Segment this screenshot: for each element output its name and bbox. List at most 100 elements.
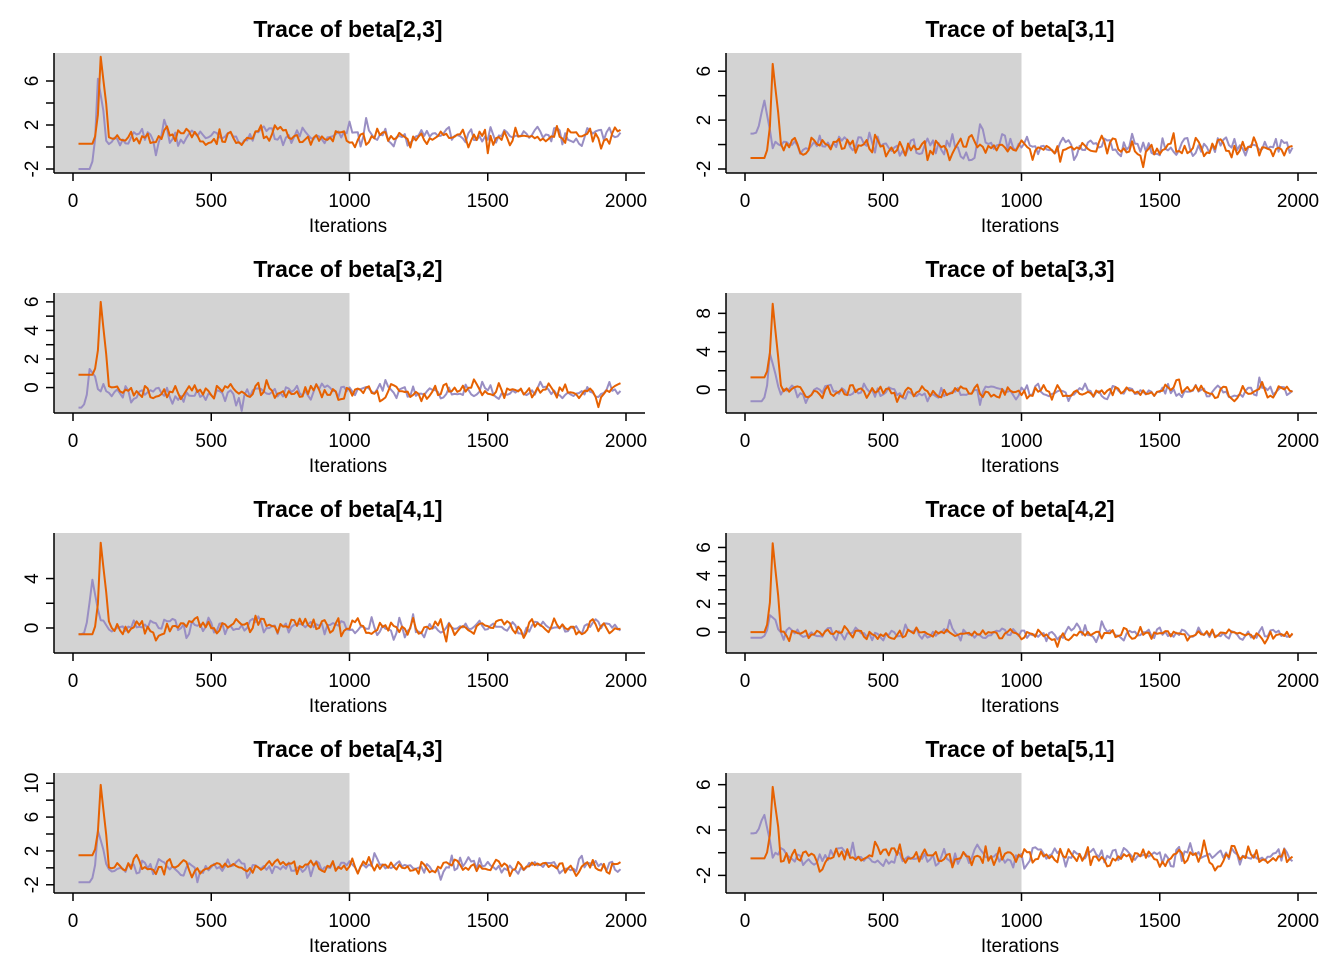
- x-tick-label: 500: [867, 191, 899, 212]
- x-tick-label: 500: [867, 671, 899, 692]
- trace-chart-svg: 0 500 1000 1500 2000 0 2 4 6 Trace of beta[3,2] It…: [22, 256, 647, 477]
- x-tick-label: 1500: [467, 431, 509, 452]
- y-tick-label: 2: [694, 825, 715, 836]
- x-tick-label: 0: [68, 431, 79, 452]
- trace-panel-3: 0 500 1000 1500 2000 0 4 8 Trace of beta[3,3] Ite…: [672, 240, 1344, 480]
- burnin-region: [726, 773, 1022, 893]
- y-tick-label: -2: [22, 876, 43, 893]
- trace-panel-6: 0 500 1000 1500 2000 -2 2 6 10 Trace of beta[4,3]…: [0, 720, 672, 960]
- x-tick-label: 1000: [1000, 431, 1042, 452]
- x-tick-label: 1000: [1000, 191, 1042, 212]
- x-tick-label: 1500: [1139, 671, 1181, 692]
- x-axis-label: Iterations: [309, 456, 387, 477]
- trace-chart-svg: 0 500 1000 1500 2000 -2 2 6 10 Trace of beta[4,3]…: [22, 736, 647, 957]
- y-tick-label: 6: [694, 542, 715, 553]
- x-tick-label: 1500: [467, 191, 509, 212]
- x-axis-label: Iterations: [981, 216, 1059, 237]
- y-tick-label: 8: [694, 308, 715, 319]
- x-tick-label: 500: [195, 671, 227, 692]
- x-tick-label: 1000: [1000, 911, 1042, 932]
- trace-chart-svg: 0 500 1000 1500 2000 0 4 8 Trace of beta[3,3] Ite…: [694, 256, 1319, 477]
- y-tick-label: 2: [22, 846, 43, 857]
- x-tick-label: 0: [68, 671, 79, 692]
- x-tick-label: 1000: [1000, 671, 1042, 692]
- x-tick-label: 500: [195, 431, 227, 452]
- y-tick-label: -2: [694, 867, 715, 884]
- chart-title: Trace of beta[3,1]: [925, 16, 1114, 42]
- y-tick-label: 4: [694, 570, 715, 581]
- x-tick-label: 2000: [1277, 431, 1319, 452]
- x-tick-label: 1500: [1139, 191, 1181, 212]
- trace-panel-2: 0 500 1000 1500 2000 0 2 4 6 Trace of beta[3,2] It…: [0, 240, 672, 480]
- y-tick-label: 6: [694, 66, 715, 77]
- x-axis-label: Iterations: [981, 696, 1059, 717]
- y-tick-label: 0: [694, 627, 715, 638]
- chart-title: Trace of beta[3,2]: [253, 256, 442, 282]
- trace-panel-0: 0 500 1000 1500 2000 -2 2 6 Trace of beta[2,3] It…: [0, 0, 672, 240]
- chart-title: Trace of beta[3,3]: [925, 256, 1114, 282]
- chain-1-line: [78, 783, 622, 879]
- burnin-region: [726, 533, 1022, 653]
- x-tick-label: 1500: [1139, 911, 1181, 932]
- trace-panel-5: 0 500 1000 1500 2000 0 2 4 6 Trace of beta[4,2] It…: [672, 480, 1344, 720]
- chart-title: Trace of beta[2,3]: [253, 16, 442, 42]
- x-tick-label: 2000: [605, 911, 647, 932]
- chain-1-line: [750, 62, 1293, 169]
- chain-1-line: [78, 55, 621, 155]
- y-tick-label: 0: [694, 385, 715, 396]
- y-tick-label: 2: [694, 599, 715, 610]
- trace-chart-svg: 0 500 1000 1500 2000 0 4 Trace of beta[4,1] Iter…: [22, 496, 647, 717]
- y-tick-label: -2: [694, 161, 715, 178]
- x-tick-label: 1000: [328, 911, 370, 932]
- trace-panel-4: 0 500 1000 1500 2000 0 4 Trace of beta[4,1] Iter…: [0, 480, 672, 720]
- y-tick-label: 0: [22, 623, 43, 634]
- x-tick-label: 1000: [328, 431, 370, 452]
- x-tick-label: 0: [740, 431, 751, 452]
- x-tick-label: 500: [195, 911, 227, 932]
- y-tick-label: 2: [22, 354, 43, 365]
- trace-chart-svg: 0 500 1000 1500 2000 -2 2 6 Trace of beta[2,3] It…: [22, 16, 647, 237]
- chart-title: Trace of beta[4,1]: [253, 496, 442, 522]
- x-tick-label: 1000: [328, 671, 370, 692]
- y-tick-label: 10: [22, 773, 43, 794]
- y-tick-label: 6: [694, 779, 715, 790]
- y-tick-label: 0: [22, 382, 43, 393]
- burnin-region: [54, 533, 350, 653]
- x-tick-label: 2000: [605, 671, 647, 692]
- x-tick-label: 500: [867, 911, 899, 932]
- chart-title: Trace of beta[5,1]: [925, 736, 1114, 762]
- x-tick-label: 2000: [1277, 911, 1319, 932]
- x-tick-label: 0: [68, 911, 79, 932]
- y-tick-label: 4: [694, 346, 715, 357]
- chain-1-line: [750, 542, 1294, 648]
- chain-1-line: [750, 302, 1293, 403]
- chain-1-line: [750, 785, 1294, 873]
- trace-chart-svg: 0 500 1000 1500 2000 -2 2 6 Trace of beta[5,1] It…: [694, 736, 1319, 957]
- x-tick-label: 2000: [605, 431, 647, 452]
- chain-1-line: [78, 541, 621, 643]
- trace-panel-7: 0 500 1000 1500 2000 -2 2 6 Trace of beta[5,1] It…: [672, 720, 1344, 960]
- y-tick-label: 6: [22, 76, 43, 87]
- chain-2-line: [750, 813, 1294, 870]
- y-tick-label: -2: [22, 161, 43, 178]
- x-axis-label: Iterations: [981, 936, 1059, 957]
- x-axis-label: Iterations: [981, 456, 1059, 477]
- y-tick-label: 6: [22, 812, 43, 823]
- y-tick-label: 2: [694, 115, 715, 126]
- x-axis-label: Iterations: [309, 216, 387, 237]
- chain-2-line: [78, 578, 622, 641]
- x-tick-label: 1500: [1139, 431, 1181, 452]
- x-tick-label: 1500: [467, 911, 509, 932]
- x-tick-label: 0: [740, 911, 751, 932]
- x-tick-label: 0: [740, 671, 751, 692]
- y-tick-label: 2: [22, 120, 43, 131]
- x-axis-label: Iterations: [309, 696, 387, 717]
- x-tick-label: 500: [867, 431, 899, 452]
- x-tick-label: 2000: [1277, 191, 1319, 212]
- y-tick-label: 4: [22, 325, 43, 336]
- y-tick-label: 4: [22, 573, 43, 584]
- burnin-region: [726, 53, 1022, 173]
- x-tick-label: 1000: [328, 191, 370, 212]
- trace-chart-svg: 0 500 1000 1500 2000 0 2 4 6 Trace of beta[4,2] It…: [694, 496, 1319, 717]
